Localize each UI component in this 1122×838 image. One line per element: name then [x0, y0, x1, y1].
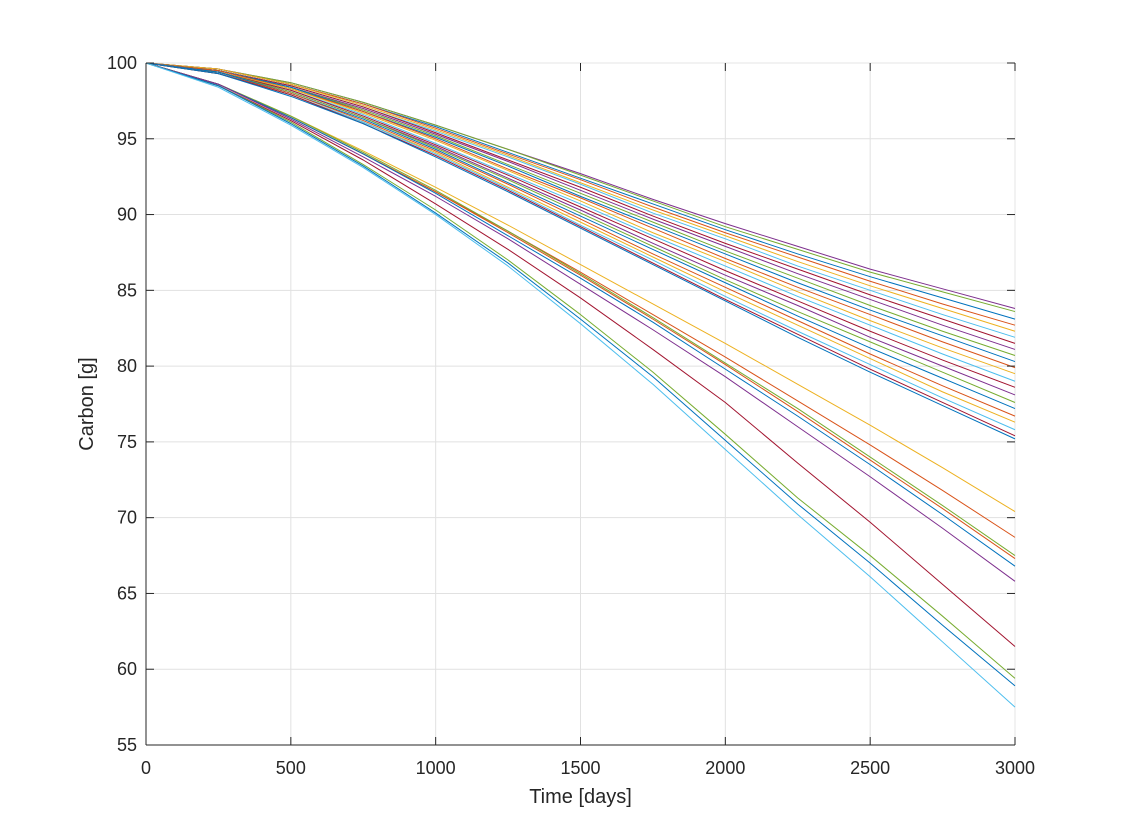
series-line-18 [145, 62, 1016, 417]
series-line-31 [145, 62, 1016, 687]
series-line-27 [145, 62, 1016, 567]
x-tick-label: 0 [141, 758, 151, 778]
x-tick-label: 1500 [560, 758, 600, 778]
series-line-22 [145, 62, 1016, 440]
series-line-21 [145, 62, 1016, 437]
series-line-14 [145, 62, 1016, 388]
y-tick-label: 100 [107, 53, 137, 73]
x-tick-label: 2000 [705, 758, 745, 778]
series-line-29 [145, 62, 1016, 647]
series-lines [145, 62, 1016, 708]
series-line-10 [145, 62, 1016, 363]
tick-labels: 0 500 1000 1500 2000 2500 3000 55 60 65 70 75 80 85 90… [107, 53, 1035, 778]
y-tick-label: 65 [117, 583, 137, 603]
series-line-16 [145, 62, 1016, 403]
series-line-7 [145, 62, 1016, 344]
x-axis-label: Time [days] [529, 786, 632, 808]
y-tick-label: 80 [117, 356, 137, 376]
series-line-32 [145, 62, 1016, 708]
y-tick-label: 85 [117, 280, 137, 300]
y-tick-label: 55 [117, 735, 137, 755]
series-line-12 [145, 62, 1016, 375]
series-line-28 [145, 62, 1016, 582]
y-tick-label: 95 [117, 129, 137, 149]
y-tick-label: 75 [117, 432, 137, 452]
y-tick-label: 60 [117, 659, 137, 679]
y-axis-label: Carbon [g] [76, 357, 98, 450]
x-tick-label: 1000 [416, 758, 456, 778]
series-line-25 [145, 62, 1016, 556]
series-line-5 [145, 62, 1016, 332]
y-tick-label: 70 [117, 508, 137, 528]
x-tick-label: 2500 [850, 758, 890, 778]
y-tick-label: 90 [117, 205, 137, 225]
x-tick-label: 3000 [995, 758, 1035, 778]
x-tick-label: 500 [276, 758, 306, 778]
series-line-2 [145, 62, 1016, 313]
axes [145, 62, 1016, 746]
series-line-30 [145, 62, 1016, 679]
grid [146, 62, 1016, 745]
